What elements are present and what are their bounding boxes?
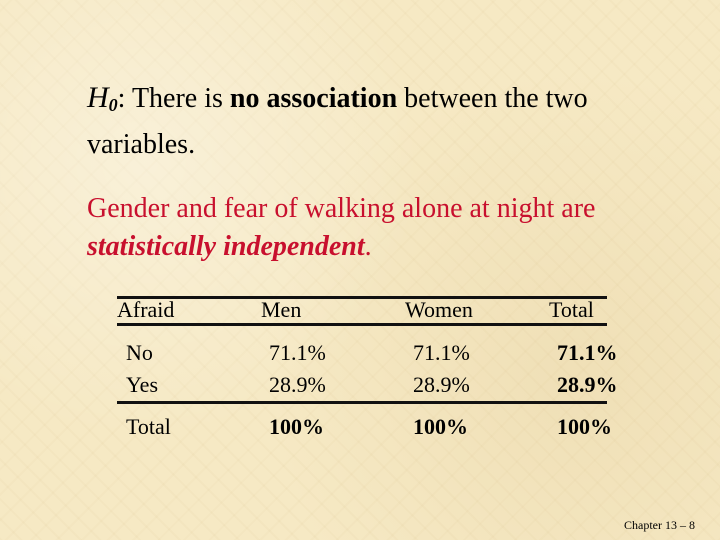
- row-no-total: 71.1%: [557, 340, 618, 365]
- hypothesis-label: H: [87, 81, 109, 114]
- hypothesis-text-after: between the two variables.: [87, 83, 588, 160]
- claim-emphasis: statistically independent: [87, 231, 365, 262]
- null-hypothesis: H0: There is no association between the …: [87, 78, 687, 165]
- total-total: 100%: [557, 414, 612, 439]
- row-no-women: 71.1%: [413, 340, 470, 365]
- header-total: Total: [549, 297, 594, 322]
- row-no-men: 71.1%: [269, 340, 326, 365]
- hypothesis-subscript: 0: [108, 95, 118, 115]
- claim-text-after: .: [364, 231, 372, 262]
- row-yes-total: 28.9%: [557, 372, 618, 397]
- total-women: 100%: [413, 414, 468, 439]
- row-yes-men: 28.9%: [269, 372, 326, 397]
- header-afraid: Afraid: [117, 297, 175, 322]
- total-rule: [117, 401, 607, 404]
- hypothesis-text-before: There is: [125, 83, 230, 114]
- total-men: 100%: [269, 414, 324, 439]
- row-yes-women: 28.9%: [413, 372, 470, 397]
- slide-footer: Chapter 13 – 8: [624, 518, 695, 532]
- table-top-rule: [117, 296, 607, 299]
- row-yes-label: Yes: [126, 372, 159, 397]
- claim-text-before: Gender and fear of walking alone at nigh…: [87, 193, 596, 224]
- row-no-label: No: [126, 340, 153, 365]
- header-women: Women: [405, 297, 473, 322]
- independence-statement: Gender and fear of walking alone at nigh…: [87, 190, 687, 266]
- hypothesis-emphasis: no association: [229, 83, 398, 114]
- hypothesis-colon: :: [117, 83, 126, 114]
- total-row-label: Total: [126, 414, 171, 439]
- header-rule: [117, 323, 607, 326]
- header-men: Men: [261, 297, 302, 322]
